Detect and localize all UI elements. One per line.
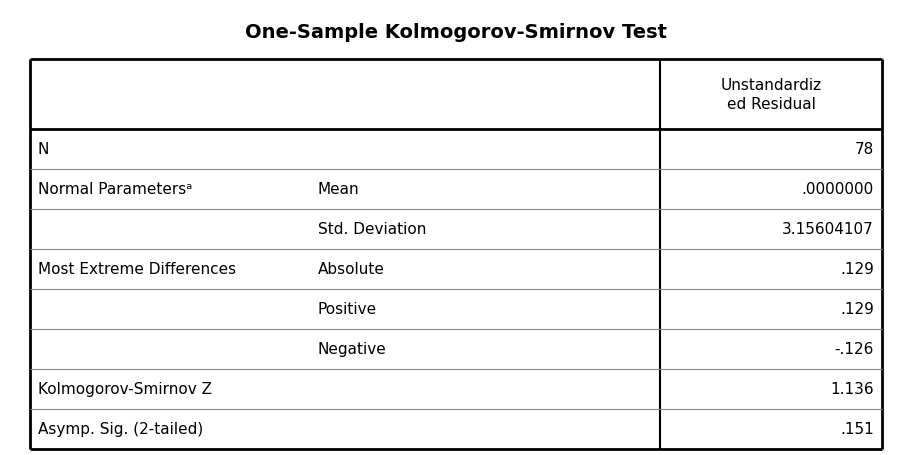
Text: Most Extreme Differences: Most Extreme Differences <box>38 262 236 277</box>
Text: .151: .151 <box>839 422 873 436</box>
Text: .129: .129 <box>839 302 873 317</box>
Text: .129: .129 <box>839 262 873 277</box>
Text: .0000000: .0000000 <box>801 182 873 197</box>
Text: 3.15604107: 3.15604107 <box>782 222 873 237</box>
Text: Absolute: Absolute <box>318 262 384 277</box>
Text: 1.136: 1.136 <box>829 382 873 397</box>
Text: Unstandardiz
ed Residual: Unstandardiz ed Residual <box>720 77 821 112</box>
Text: Positive: Positive <box>318 302 377 317</box>
Text: Mean: Mean <box>318 182 359 197</box>
Text: Normal Parametersᵃ: Normal Parametersᵃ <box>38 182 192 197</box>
Text: 78: 78 <box>854 142 873 157</box>
Text: Asymp. Sig. (2-tailed): Asymp. Sig. (2-tailed) <box>38 422 203 436</box>
Text: N: N <box>38 142 49 157</box>
Text: Kolmogorov-Smirnov Z: Kolmogorov-Smirnov Z <box>38 382 211 397</box>
Text: Std. Deviation: Std. Deviation <box>318 222 426 237</box>
Text: One-Sample Kolmogorov-Smirnov Test: One-Sample Kolmogorov-Smirnov Test <box>245 22 666 41</box>
Text: Negative: Negative <box>318 342 386 357</box>
Text: -.126: -.126 <box>834 342 873 357</box>
